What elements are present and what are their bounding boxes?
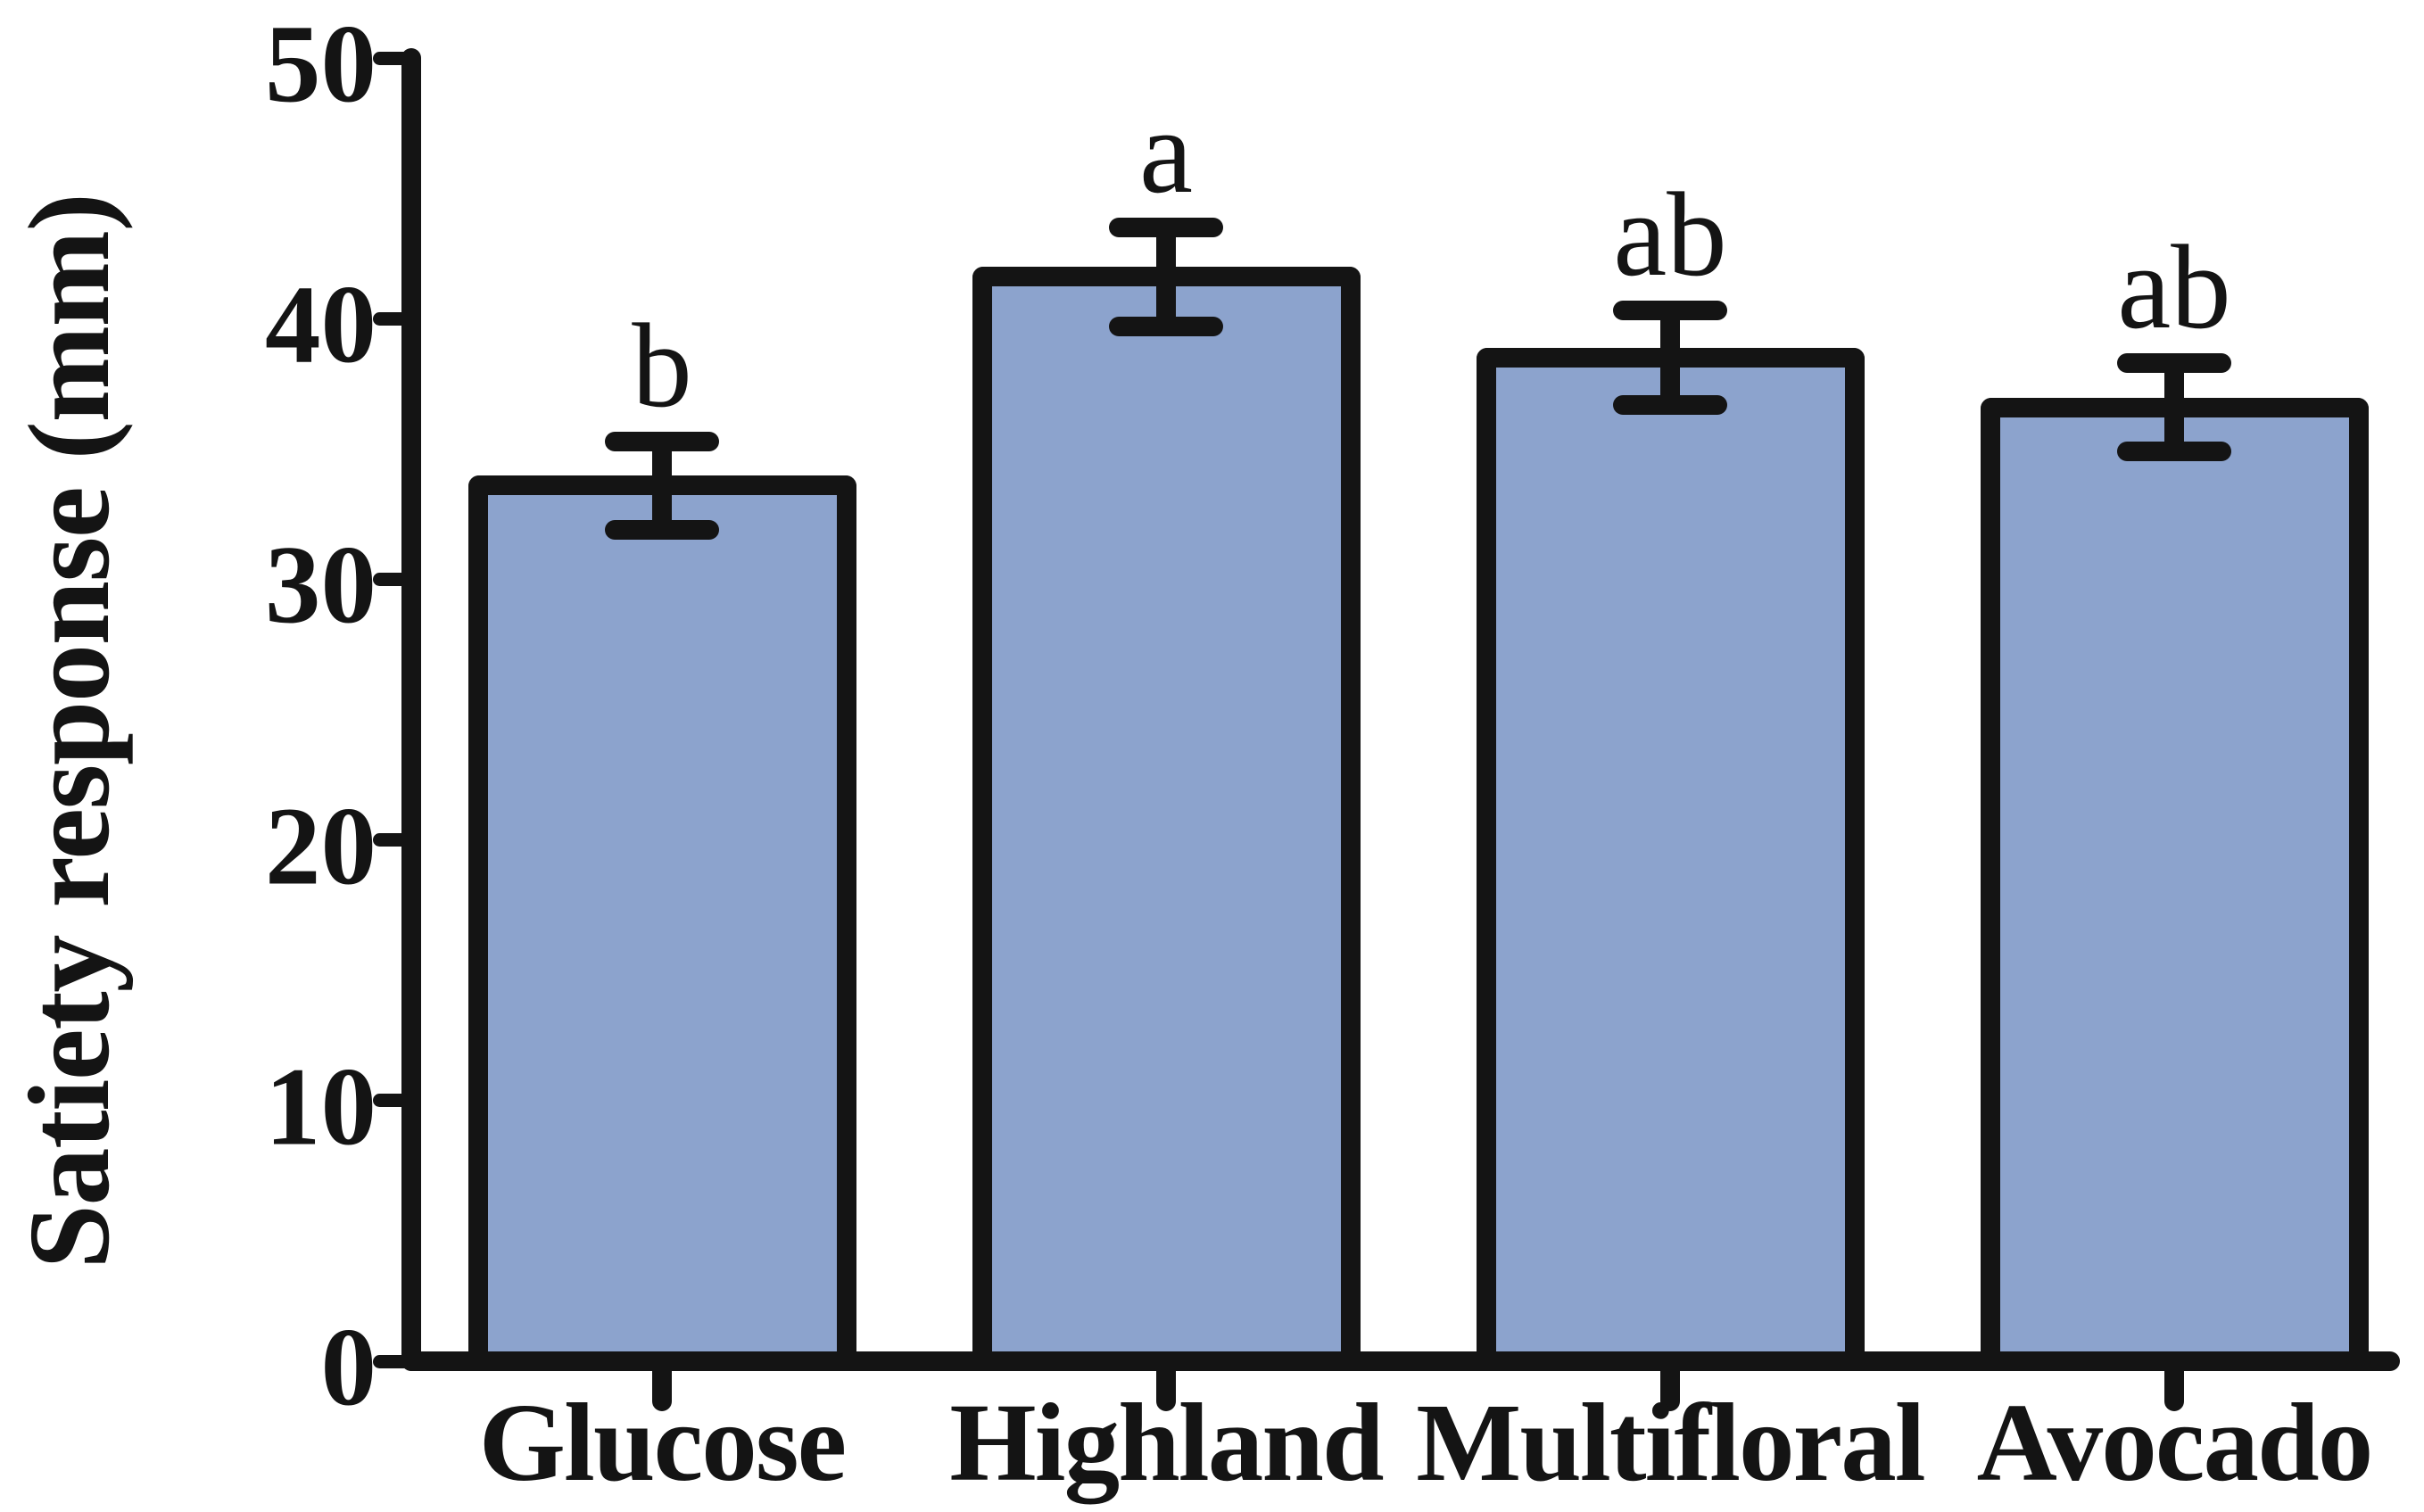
error-bar-cap-top-avocado (2117, 352, 2231, 373)
y-axis-line (401, 48, 421, 1371)
y-tick-0 (373, 1354, 410, 1368)
error-bar-line-multifloral (1660, 310, 1680, 405)
y-tick-label-20: 20 (265, 785, 376, 909)
y-tick-label-40: 40 (265, 263, 376, 387)
error-bar-line-avocado (2164, 362, 2184, 452)
x-axis-label-avocado: Avocado (1976, 1382, 2374, 1505)
bar-highland (972, 267, 1361, 1371)
y-tick-50 (373, 51, 410, 65)
bar-glucose (467, 475, 856, 1371)
significance-letter-avocado: ab (2117, 220, 2231, 354)
x-axis-label-glucose: Glucose (478, 1382, 847, 1505)
error-bar-cap-bottom-glucose (605, 519, 719, 540)
error-bar-line-glucose (652, 441, 672, 530)
error-bar-cap-bottom-multifloral (1613, 394, 1727, 415)
y-tick-label-50: 50 (265, 3, 376, 127)
error-bar-cap-top-multifloral (1613, 301, 1727, 321)
y-tick-20 (373, 833, 410, 847)
x-axis-label-highland: Highland (949, 1382, 1384, 1505)
error-bar-line-highland (1156, 227, 1176, 326)
x-axis-label-multifloral: Multifloral (1416, 1382, 1925, 1505)
bar-avocado (1980, 397, 2369, 1371)
y-tick-label-0: 0 (320, 1306, 377, 1430)
error-bar-cap-top-glucose (605, 431, 719, 451)
significance-letter-glucose: b (632, 299, 692, 433)
significance-letter-highland: a (1139, 85, 1193, 219)
y-tick-label-10: 10 (265, 1045, 376, 1169)
y-tick-10 (373, 1094, 410, 1108)
error-bar-cap-bottom-avocado (2117, 442, 2231, 462)
y-tick-30 (373, 572, 410, 586)
significance-letter-multifloral: ab (1613, 169, 1727, 302)
y-tick-label-30: 30 (265, 524, 376, 648)
x-axis-line (401, 1351, 2400, 1371)
error-bar-cap-top-highland (1109, 217, 1223, 237)
error-bar-cap-bottom-highland (1109, 316, 1223, 336)
bar-multifloral (1476, 348, 1865, 1371)
y-tick-40 (373, 311, 410, 326)
